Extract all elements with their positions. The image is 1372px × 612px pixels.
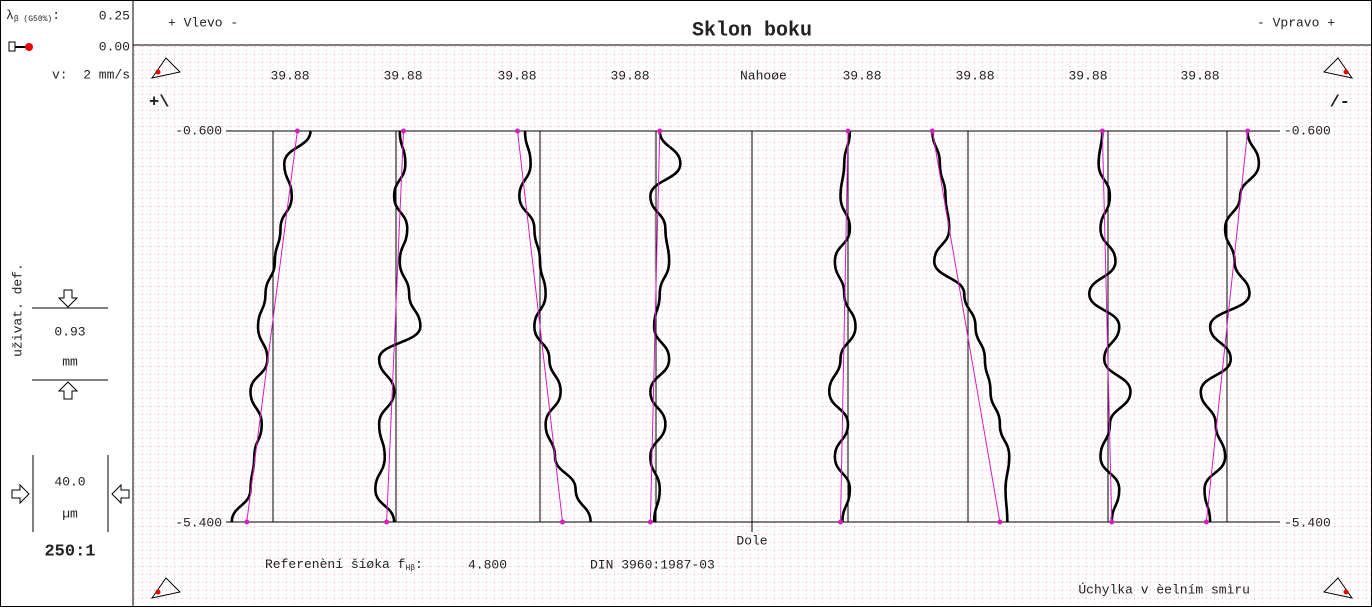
direction: Úchylka v èelním smìru xyxy=(1078,582,1250,597)
top-value: 39.88 xyxy=(383,68,422,83)
fit-point xyxy=(384,519,390,525)
y-top-left: -0.600 xyxy=(175,123,222,138)
top-value: 39.88 xyxy=(270,68,309,83)
lambda: λβ (G50%): xyxy=(6,8,60,24)
profile-trace xyxy=(1199,130,1261,523)
top-value: 39.88 xyxy=(1068,68,1107,83)
filter-bracket xyxy=(32,289,108,400)
ref-width: Referenèní šíøka fHβ: xyxy=(265,557,423,573)
fit-point xyxy=(845,128,851,134)
fit-point xyxy=(294,128,300,134)
fit-point xyxy=(647,519,653,525)
right-marker: /- xyxy=(1330,93,1350,112)
probe-value: 0.00 xyxy=(99,39,130,54)
fit-point xyxy=(838,519,843,525)
fit-point xyxy=(1099,128,1105,134)
bottom-label: Dole xyxy=(736,533,767,548)
filter-unit: mm xyxy=(62,354,78,369)
fit-point xyxy=(1245,128,1251,134)
profile-trace xyxy=(1087,130,1132,523)
fit-point xyxy=(244,519,250,525)
profile-trace xyxy=(931,130,1011,523)
fit-line xyxy=(1101,130,1113,523)
fit-line xyxy=(649,130,661,523)
y-top-right: -0.600 xyxy=(1284,123,1331,138)
fit-point xyxy=(657,128,663,134)
scale-bracket xyxy=(11,455,130,532)
scale-unit: µm xyxy=(62,506,78,521)
corner-icons xyxy=(150,57,1354,599)
title: Sklon boku xyxy=(692,19,812,42)
magnification: 250:1 xyxy=(44,542,95,561)
profile-trace xyxy=(230,130,312,523)
left-marker: +\ xyxy=(149,93,169,112)
probe-icon xyxy=(8,41,33,52)
top-value: 39.88 xyxy=(1180,68,1219,83)
lambda-value: 0.25 xyxy=(99,8,130,23)
top-value: 39.88 xyxy=(842,68,881,83)
fit-line xyxy=(1205,130,1249,523)
top-value: 39.88 xyxy=(955,68,994,83)
profile-trace xyxy=(649,130,682,523)
fit-line xyxy=(246,130,298,523)
profile-trace xyxy=(374,130,422,523)
fit-line xyxy=(840,130,849,523)
fit-point xyxy=(401,128,406,134)
standard: DIN 3960:1987-03 xyxy=(590,557,715,572)
fit-line xyxy=(517,130,563,523)
scale-value: 40.0 xyxy=(54,474,85,489)
fit-point xyxy=(997,519,1003,525)
fit-point xyxy=(560,519,565,525)
right-side: - Vpravo + xyxy=(1257,15,1335,30)
user-def: uživat. def. xyxy=(10,263,25,357)
y-bottom-right: -5.400 xyxy=(1284,515,1331,530)
y-bottom-left: -5.400 xyxy=(175,515,222,530)
speed: v: 2 mm/s xyxy=(52,67,130,82)
fit-point xyxy=(1203,519,1209,525)
profile-trace xyxy=(827,130,857,523)
fit-point xyxy=(1109,519,1115,525)
top-value: 39.88 xyxy=(497,68,536,83)
top-value: 39.88 xyxy=(610,68,649,83)
fit-line xyxy=(931,130,1001,523)
fit-line xyxy=(386,130,404,523)
top-label: Nahoøe xyxy=(740,68,787,83)
ref-value: 4.800 xyxy=(468,557,507,572)
fit-point xyxy=(515,128,520,134)
filter-value: 0.93 xyxy=(54,324,85,339)
left-side: + Vlevo - xyxy=(168,15,238,30)
fit-point xyxy=(929,128,935,134)
